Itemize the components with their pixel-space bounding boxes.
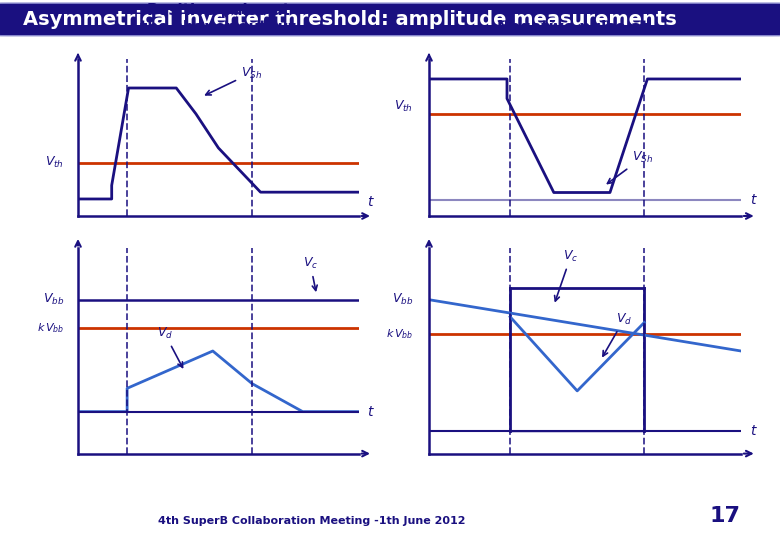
Text: Positive pulse at
the shaper output: Positive pulse at the shaper output (140, 3, 296, 35)
Text: $V_{th}$: $V_{th}$ (395, 99, 413, 114)
Text: $V_{Sh}$: $V_{Sh}$ (206, 65, 262, 95)
Text: $V_c$: $V_c$ (303, 256, 318, 291)
Text: t: t (750, 193, 756, 207)
Text: t: t (367, 404, 373, 418)
Text: $V_c$: $V_c$ (555, 249, 579, 301)
Text: $V_{bb}$: $V_{bb}$ (43, 292, 64, 307)
FancyBboxPatch shape (0, 3, 780, 36)
Text: t: t (750, 424, 756, 438)
Text: 17: 17 (710, 507, 741, 526)
Text: $V_{bb}$: $V_{bb}$ (392, 292, 413, 307)
Text: Negative pulse at: Negative pulse at (498, 20, 649, 35)
Text: $V_d$: $V_d$ (157, 326, 183, 367)
Text: t: t (367, 195, 373, 210)
Text: $k\,V_{bb}$: $k\,V_{bb}$ (37, 321, 64, 335)
Text: $V_d$: $V_d$ (603, 312, 633, 356)
Text: $k\,V_{bb}$: $k\,V_{bb}$ (386, 327, 413, 341)
Text: 4th SuperB Collaboration Meeting -1th June 2012: 4th SuperB Collaboration Meeting -1th Ju… (158, 516, 466, 526)
Text: $V_{th}$: $V_{th}$ (45, 156, 64, 171)
Text: $V_{Sh}$: $V_{Sh}$ (608, 150, 653, 184)
Text: Asymmetrical inverter threshold: amplitude measurements: Asymmetrical inverter threshold: amplitu… (23, 10, 677, 29)
